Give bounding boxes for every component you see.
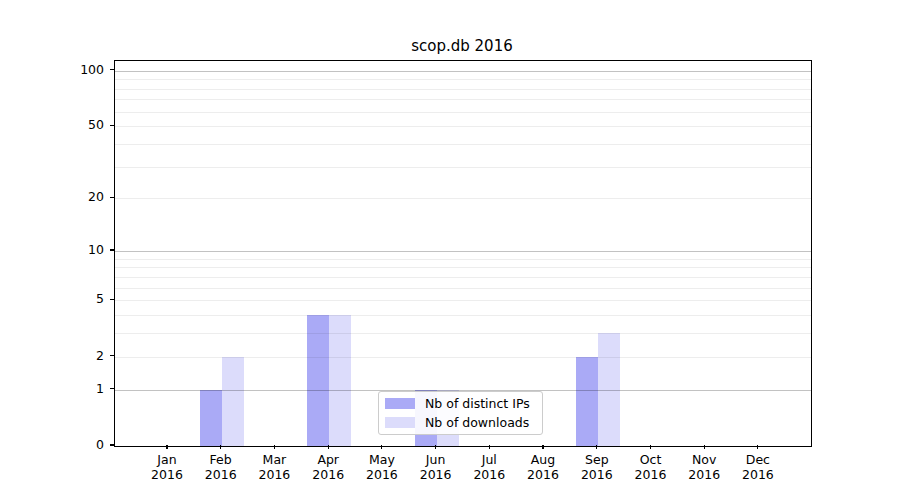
chart-figure: scop.db 2016 0125102050100Jan2016Feb2016… [0,0,900,500]
major-gridline [115,251,811,252]
x-tick-mark [489,445,490,449]
x-tick-mark [274,445,275,449]
x-tick-mark [381,445,382,449]
x-tick-mark [435,445,436,449]
minor-gridline [115,277,811,278]
legend-label-downloads: Nb of downloads [425,415,529,430]
plot-area [114,60,812,447]
minor-gridline [115,79,811,80]
legend-item-distinct-ips: Nb of distinct IPs [385,396,542,411]
x-tick-year: 2016 [726,468,790,483]
minor-gridline [115,198,811,199]
y-tick-mark [110,388,114,389]
y-tick-mark [110,69,114,70]
minor-gridline [115,112,811,113]
x-tick-mark [166,445,167,449]
grid-layer [115,61,811,446]
minor-gridline [115,89,811,90]
y-tick-mark [110,444,114,445]
minor-gridline [115,144,811,145]
y-tick-mark [110,355,114,356]
x-tick-mark [328,445,329,449]
chart-title: scop.db 2016 [114,37,810,55]
minor-gridline [115,315,811,316]
legend: Nb of distinct IPs Nb of downloads [378,391,543,435]
minor-gridline [115,126,811,127]
y-tick-label: 2 [56,348,104,364]
y-tick-mark [110,125,114,126]
minor-gridline [115,288,811,289]
legend-swatch-downloads [385,417,415,428]
minor-gridline [115,267,811,268]
minor-gridline [115,259,811,260]
y-tick-label: 5 [56,291,104,307]
x-tick-mark [650,445,651,449]
y-tick-mark [110,197,114,198]
legend-item-downloads: Nb of downloads [385,415,542,430]
y-tick-label: 100 [56,62,104,78]
minor-gridline [115,357,811,358]
minor-gridline [115,99,811,100]
minor-gridline [115,167,811,168]
y-tick-label: 1 [56,381,104,397]
x-tick-mark [757,445,758,449]
legend-swatch-distinct-ips [385,398,415,409]
x-tick-label: Dec2016 [726,453,790,482]
y-tick-label: 10 [56,242,104,258]
x-tick-mark [704,445,705,449]
x-tick-mark [596,445,597,449]
x-tick-mark [220,445,221,449]
x-tick-month: Dec [726,453,790,468]
y-tick-label: 20 [56,189,104,205]
y-tick-mark [110,299,114,300]
major-gridline [115,71,811,72]
minor-gridline [115,300,811,301]
legend-label-distinct-ips: Nb of distinct IPs [425,396,530,411]
y-tick-label: 50 [56,117,104,133]
y-tick-mark [110,249,114,250]
x-tick-mark [542,445,543,449]
minor-gridline [115,333,811,334]
y-tick-label: 0 [56,437,104,453]
